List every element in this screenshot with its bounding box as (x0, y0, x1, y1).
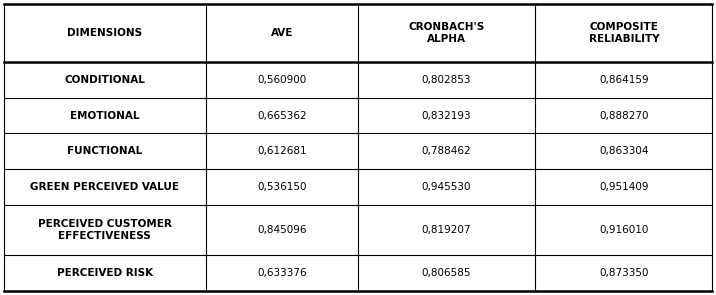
Text: PERCEIVED CUSTOMER
EFFECTIVENESS: PERCEIVED CUSTOMER EFFECTIVENESS (38, 219, 172, 241)
Text: 0,612681: 0,612681 (257, 146, 306, 156)
Text: AVE: AVE (271, 28, 293, 38)
Text: 0,845096: 0,845096 (257, 225, 306, 235)
Text: 0,802853: 0,802853 (422, 75, 471, 85)
Text: 0,864159: 0,864159 (599, 75, 649, 85)
Text: 0,819207: 0,819207 (422, 225, 471, 235)
Text: 0,951409: 0,951409 (599, 182, 649, 192)
Text: CONDITIONAL: CONDITIONAL (64, 75, 145, 85)
Text: 0,916010: 0,916010 (599, 225, 649, 235)
Text: 0,873350: 0,873350 (599, 268, 649, 278)
Text: 0,806585: 0,806585 (422, 268, 471, 278)
Text: 0,832193: 0,832193 (422, 111, 471, 121)
Text: EMOTIONAL: EMOTIONAL (70, 111, 140, 121)
Text: COMPOSITE
RELIABILITY: COMPOSITE RELIABILITY (589, 22, 659, 44)
Text: FUNCTIONAL: FUNCTIONAL (67, 146, 142, 156)
Text: CRONBACH'S
ALPHA: CRONBACH'S ALPHA (409, 22, 485, 44)
Text: DIMENSIONS: DIMENSIONS (67, 28, 142, 38)
Text: 0,863304: 0,863304 (599, 146, 649, 156)
Text: 0,536150: 0,536150 (257, 182, 306, 192)
Text: PERCEIVED RISK: PERCEIVED RISK (57, 268, 153, 278)
Text: 0,665362: 0,665362 (257, 111, 306, 121)
Text: GREEN PERCEIVED VALUE: GREEN PERCEIVED VALUE (30, 182, 179, 192)
Text: 0,560900: 0,560900 (257, 75, 306, 85)
Text: 0,888270: 0,888270 (599, 111, 649, 121)
Text: 0,788462: 0,788462 (422, 146, 471, 156)
Text: 0,633376: 0,633376 (257, 268, 306, 278)
Text: 0,945530: 0,945530 (422, 182, 471, 192)
